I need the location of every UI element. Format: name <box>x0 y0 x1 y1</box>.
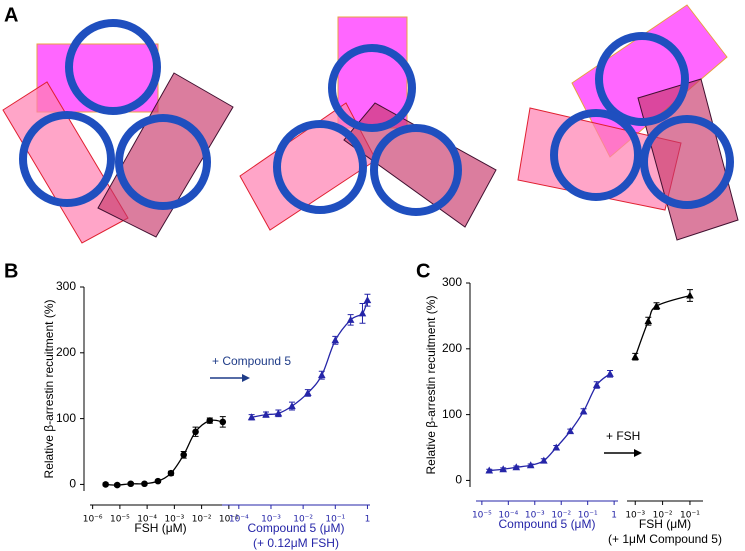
y-tick-label: 0 <box>69 477 76 491</box>
y-tick-label: 300 <box>56 279 76 293</box>
circle <box>550 109 642 201</box>
x-axis-label: FSH (μM) <box>134 521 186 535</box>
annotation: + Compound 5 <box>212 354 291 368</box>
data-point <box>606 369 614 377</box>
data-point <box>127 480 135 488</box>
circle <box>115 114 211 210</box>
x-tick-label: 10⁻² <box>293 515 313 525</box>
x-tick-label: 10⁻² <box>192 515 212 525</box>
data-point <box>631 352 640 360</box>
panel-label: B <box>4 260 18 282</box>
data-point <box>512 463 521 471</box>
data-point <box>499 465 507 473</box>
circle <box>640 115 734 209</box>
data-point <box>331 336 340 344</box>
y-tick-label: 0 <box>455 473 462 487</box>
data-point <box>566 427 575 435</box>
data-point <box>552 443 561 451</box>
circle <box>19 111 115 207</box>
x-tick-label: 10⁻³ <box>625 511 645 521</box>
y-tick-label: 300 <box>442 275 462 289</box>
panel-label: C <box>416 260 430 282</box>
x-axis-label: FSH (μM) <box>639 517 691 531</box>
data-point <box>206 417 214 424</box>
x-tick-label: 10⁻³ <box>261 515 281 525</box>
data-point <box>262 410 270 418</box>
circle <box>273 120 367 214</box>
x-tick-label: 10⁻⁴ <box>229 515 249 525</box>
circle <box>370 124 462 216</box>
x-tick-label: 10⁻⁴ <box>137 515 157 525</box>
x-tick-label: 10⁻¹ <box>219 515 239 525</box>
data-point <box>167 469 175 477</box>
x-tick-label: 10⁻¹ <box>325 515 345 525</box>
x-tick-label: 1 <box>611 511 617 521</box>
diagram <box>2 4 739 244</box>
data-point <box>274 409 283 417</box>
data-point <box>102 481 109 488</box>
y-tick-label: 200 <box>56 345 76 359</box>
fit-curve <box>489 373 611 472</box>
y-tick-label: 100 <box>442 407 462 421</box>
data-point <box>346 315 355 323</box>
y-axis-label: Relative β-arrestin recuitment (%) <box>424 296 438 475</box>
data-point <box>579 407 588 415</box>
data-point <box>317 371 326 379</box>
data-point <box>644 317 653 325</box>
circle <box>65 19 161 115</box>
data-point <box>592 381 601 388</box>
x-tick-label: 10⁻⁵ <box>472 511 492 521</box>
x-axis-sublabel: (+ 1μM Compound 5) <box>608 532 722 546</box>
x-axis-sublabel: (+ 0.12μM FSH) <box>253 536 339 550</box>
y-axis-label: Relative β-arrestin recuitment (%) <box>42 300 56 479</box>
y-tick-label: 200 <box>442 341 462 355</box>
x-tick-label: 10⁻¹ <box>680 511 700 521</box>
x-tick-label: 10⁻⁵ <box>110 515 130 525</box>
data-point <box>485 466 494 474</box>
circle <box>595 32 689 126</box>
data-point <box>247 413 256 421</box>
arrow-head <box>634 449 642 457</box>
x-tick-label: 10⁻² <box>551 511 571 521</box>
x-tick-label: 1 <box>365 515 371 525</box>
x-tick-label: 10⁻⁴ <box>498 511 518 521</box>
data-point <box>192 428 199 436</box>
panel-label: A <box>4 4 18 26</box>
x-tick-label: 10⁻¹ <box>578 511 598 521</box>
x-tick-label: 10⁻² <box>653 511 673 521</box>
fit-curve <box>634 294 691 357</box>
data-point <box>141 480 148 488</box>
fit-curve <box>105 419 223 486</box>
data-point <box>154 477 162 485</box>
x-axis-label: Compound 5 (μM) <box>248 521 345 535</box>
x-axis-label: Compound 5 (μM) <box>499 517 596 531</box>
data-point <box>304 388 312 396</box>
arrow-head <box>242 374 250 382</box>
data-point <box>180 451 187 459</box>
y-tick-label: 100 <box>56 411 76 425</box>
circle <box>328 44 416 132</box>
fit-curve <box>251 299 369 418</box>
x-tick-label: 10⁻³ <box>164 515 184 525</box>
data-point <box>363 296 372 304</box>
data-point <box>219 418 227 426</box>
data-point <box>540 456 548 464</box>
data-point <box>526 461 535 469</box>
data-point <box>358 309 367 317</box>
shape <box>343 102 497 228</box>
x-tick-label: 10⁻³ <box>525 511 545 521</box>
data-point <box>686 291 694 299</box>
x-tick-label: 10⁻⁶ <box>83 515 103 525</box>
data-point <box>288 402 296 410</box>
data-point <box>113 481 121 489</box>
annotation: + FSH <box>606 429 640 443</box>
data-point <box>652 302 661 310</box>
